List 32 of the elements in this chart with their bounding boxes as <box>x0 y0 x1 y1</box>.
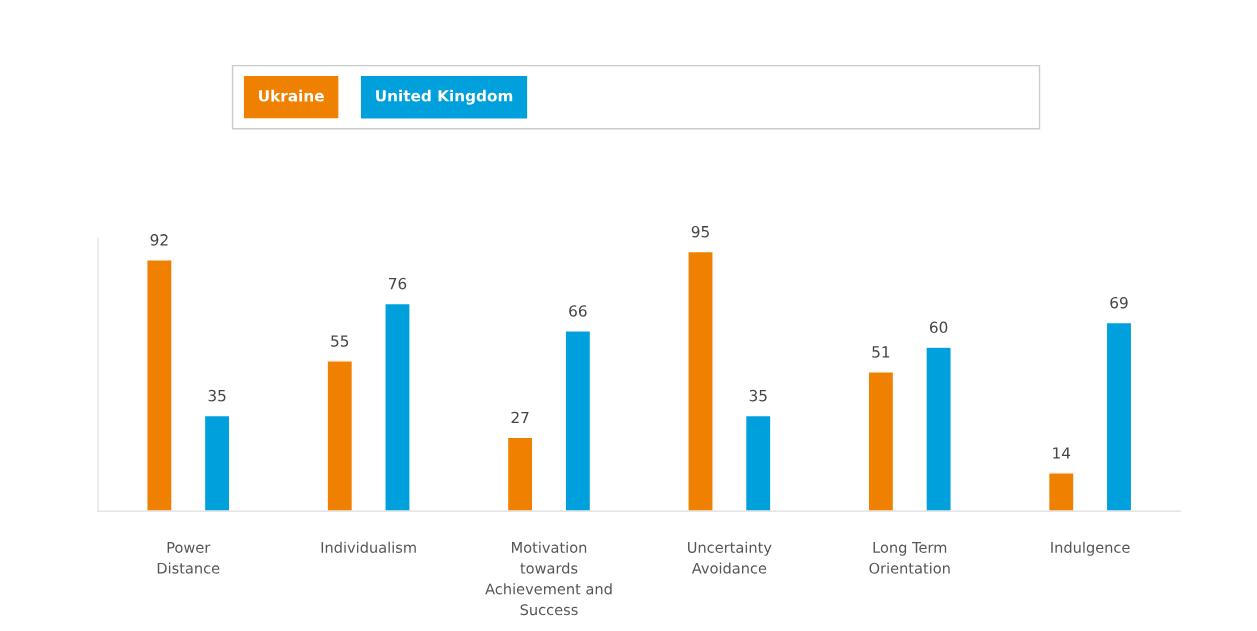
data-label: 92 <box>150 234 168 246</box>
x-tick-label: Long Term Orientation <box>869 542 950 574</box>
data-label: 95 <box>691 225 709 238</box>
bar <box>146 259 173 512</box>
data-label: 14 <box>1053 447 1071 459</box>
data-label: 51 <box>872 346 890 358</box>
bar <box>925 346 952 512</box>
bar <box>326 360 354 512</box>
bar <box>1105 321 1133 512</box>
x-tick-label: Motivation towards Achievement and Success <box>485 541 612 616</box>
x-tick-label: Indulgence <box>1051 541 1130 556</box>
bar <box>867 371 895 512</box>
data-label: 55 <box>331 335 349 347</box>
bar <box>687 250 714 512</box>
x-tick-label: Uncertainty Avoidance <box>688 541 772 574</box>
bar <box>1047 472 1075 512</box>
bar <box>384 302 411 512</box>
data-label: 66 <box>569 305 587 317</box>
data-label: 35 <box>208 389 226 402</box>
text: Ukraine <box>259 89 324 102</box>
data-label: 27 <box>511 411 529 424</box>
x-tick-label: Individualism <box>321 541 416 553</box>
x-tick-label: Power Distance <box>157 542 220 574</box>
data-label: 60 <box>929 321 948 334</box>
data-label: 69 <box>1110 296 1128 309</box>
bar <box>203 414 231 512</box>
bar <box>744 414 772 512</box>
bar <box>506 436 534 512</box>
text: United Kingdom <box>376 89 513 105</box>
data-label: 76 <box>389 277 407 290</box>
data-label: 35 <box>749 389 767 402</box>
bar <box>564 330 592 512</box>
